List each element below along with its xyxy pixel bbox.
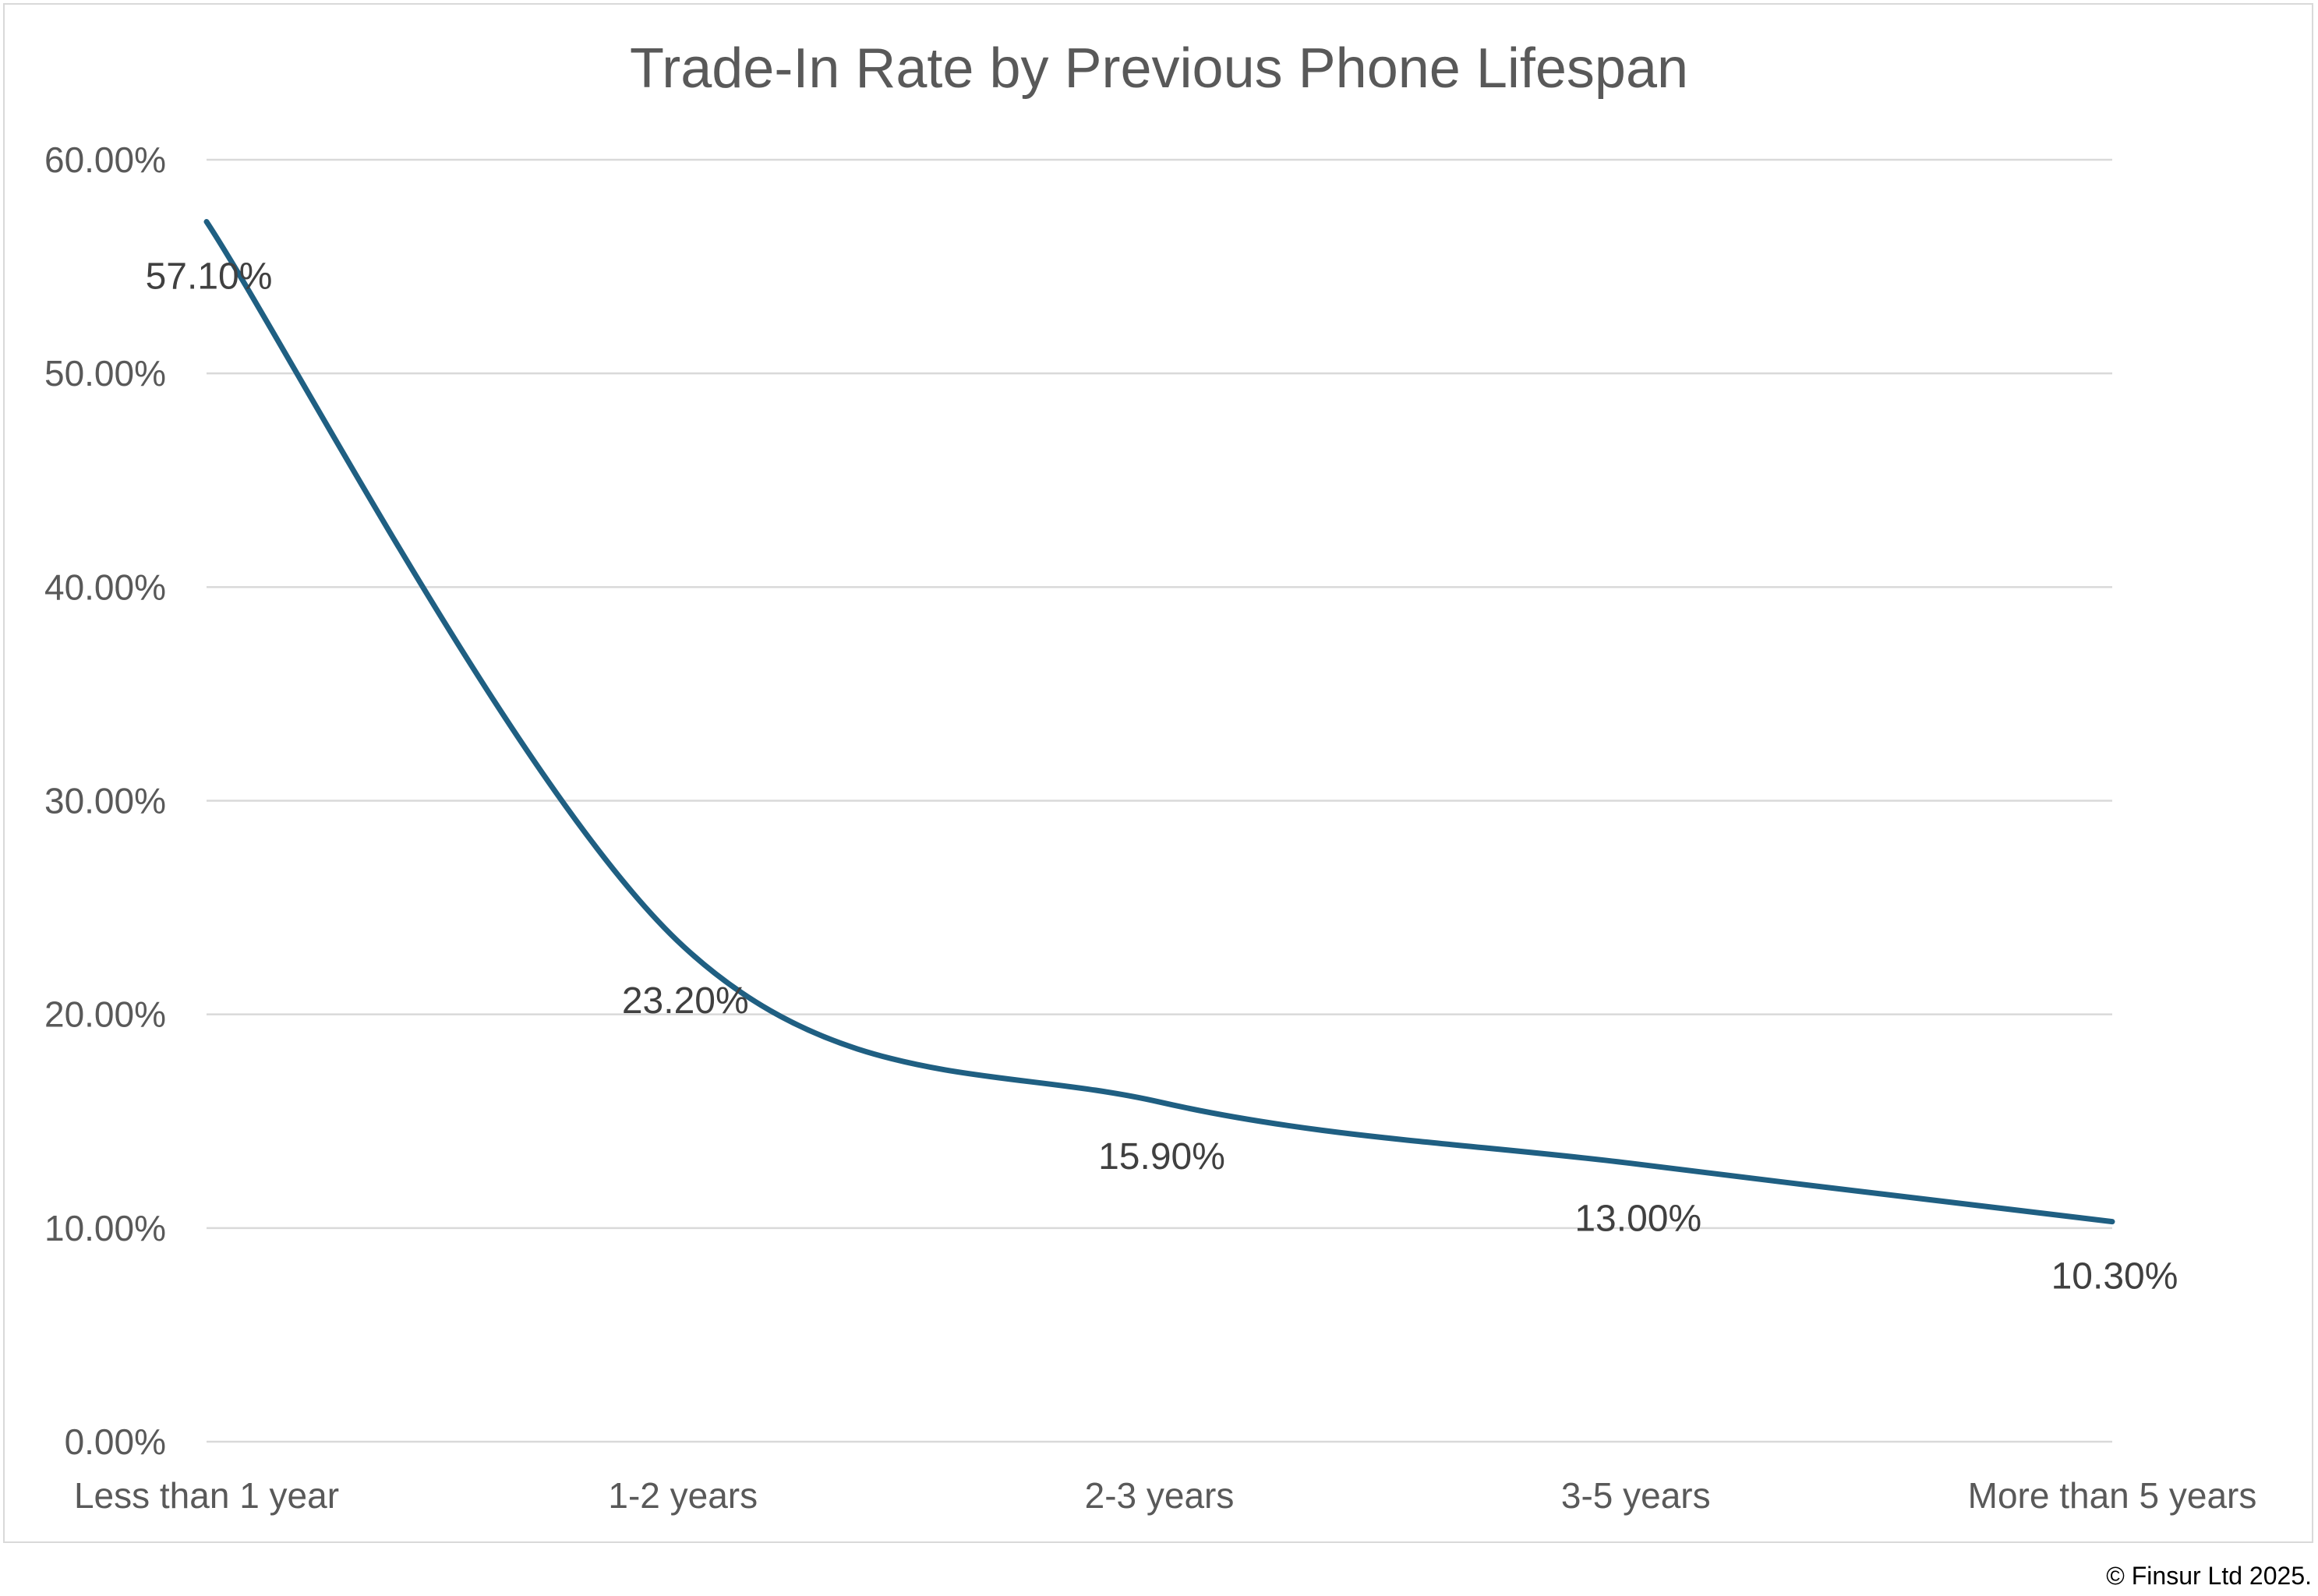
y-tick-label: 10.00%: [44, 1208, 166, 1248]
chart-title: Trade-In Rate by Previous Phone Lifespan: [630, 37, 1688, 100]
x-tick-label: 2-3 years: [1085, 1475, 1235, 1516]
data-label: 10.30%: [2051, 1256, 2178, 1298]
y-tick-label: 60.00%: [44, 139, 166, 180]
data-label: 57.10%: [146, 256, 273, 298]
gridlines: [207, 158, 2112, 1443]
y-tick-label: 40.00%: [44, 567, 166, 607]
x-axis-labels: Less than 1 year 1-2 years 2-3 years 3-5 ye…: [74, 1475, 2256, 1516]
y-tick-label: 50.00%: [44, 353, 166, 394]
data-label: 15.90%: [1098, 1136, 1225, 1178]
series-line: [203, 219, 2115, 1225]
y-tick-label: 0.00%: [65, 1421, 166, 1462]
y-tick-label: 30.00%: [44, 781, 166, 821]
data-label: 23.20%: [622, 980, 749, 1022]
series-layer: [203, 219, 2115, 1225]
data-point: [680, 943, 686, 949]
data-point: [1633, 1161, 1639, 1167]
y-axis-labels: 0.00% 10.00% 20.00% 30.00% 40.00% 50.00% 60.00…: [44, 139, 166, 1462]
x-tick-label: Less than 1 year: [74, 1475, 339, 1516]
data-label: 13.00%: [1574, 1199, 1701, 1240]
x-tick-label: 1-2 years: [608, 1475, 758, 1516]
x-tick-label: 3-5 years: [1561, 1475, 1711, 1516]
x-tick-label: More than 5 years: [1968, 1475, 2257, 1516]
data-point: [203, 219, 210, 225]
chart-area: [3, 3, 2313, 1543]
data-labels: 57.10% 23.20% 15.90% 13.00% 10.30%: [146, 256, 2178, 1298]
copyright-notice: © Finsur Ltd 2025.: [2106, 1562, 2312, 1590]
data-point: [1157, 1099, 1163, 1105]
y-tick-label: 20.00%: [44, 994, 166, 1035]
data-point: [2109, 1219, 2115, 1225]
